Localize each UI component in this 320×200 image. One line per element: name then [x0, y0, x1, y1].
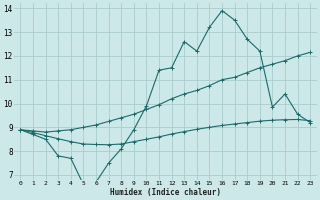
X-axis label: Humidex (Indice chaleur): Humidex (Indice chaleur)	[110, 188, 221, 197]
